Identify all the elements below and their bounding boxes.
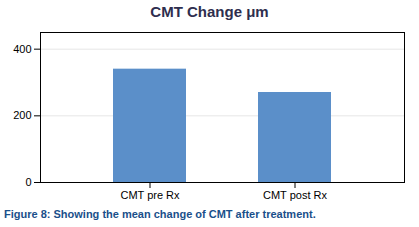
html-text:Figure 8: Showing the mean cha: Figure 8: Showing the mean change of CMT… xyxy=(4,208,316,220)
svg-text:0: 0 xyxy=(25,176,31,188)
svg-text:400: 400 xyxy=(13,43,31,55)
html-text:CMT Change μm: CMT Change μm xyxy=(150,3,269,20)
svg-text:200: 200 xyxy=(13,109,31,121)
svg-text:CMT post Rx: CMT post Rx xyxy=(263,189,327,201)
svg-text:CMT pre Rx: CMT pre Rx xyxy=(120,189,180,201)
